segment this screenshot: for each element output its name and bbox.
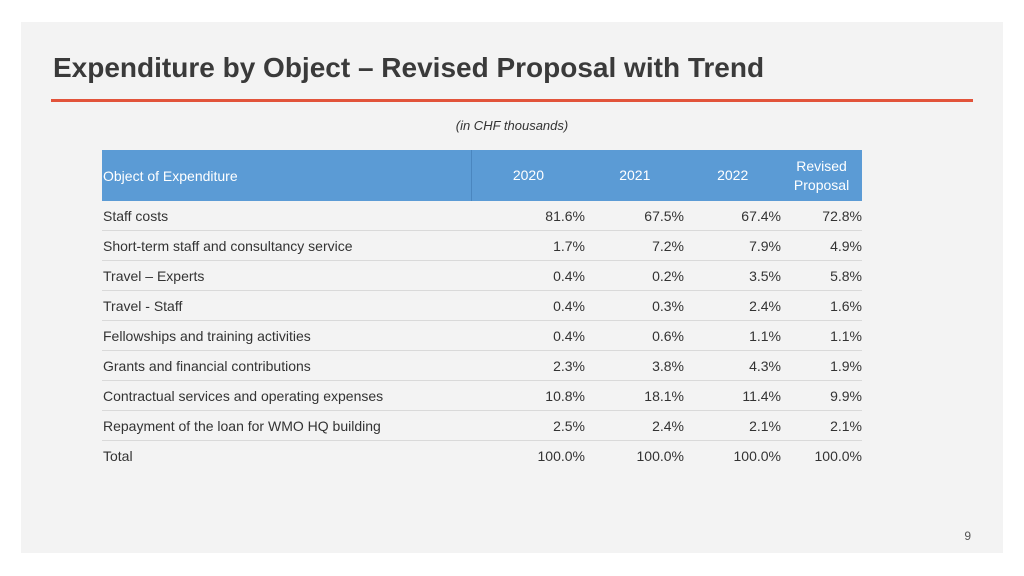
- value-2022-cell: 7.9%: [749, 238, 781, 254]
- value-2021-cell: 18.1%: [644, 388, 684, 404]
- title-divider: [51, 99, 973, 102]
- value-revised-cell: 4.9%: [830, 238, 862, 254]
- value-2022-cell: 1.1%: [749, 328, 781, 344]
- value-2021-cell: 0.2%: [652, 268, 684, 284]
- object-cell: Short-term staff and consultancy service: [103, 238, 353, 254]
- value-revised-cell: 1.6%: [830, 298, 862, 314]
- value-2020-cell: 1.7%: [553, 238, 585, 254]
- value-2022-cell: 3.5%: [749, 268, 781, 284]
- value-2020-cell: 100.0%: [537, 448, 585, 464]
- value-2020-cell: 0.4%: [553, 298, 585, 314]
- value-revised-cell: 100.0%: [814, 448, 862, 464]
- object-cell: Repayment of the loan for WMO HQ buildin…: [103, 418, 381, 434]
- value-2020-cell: 0.4%: [553, 268, 585, 284]
- page-number: 9: [964, 529, 971, 543]
- value-2022-cell: 4.3%: [749, 358, 781, 374]
- table-row: Repayment of the loan for WMO HQ buildin…: [102, 411, 862, 441]
- header-2022: 2022: [717, 167, 749, 183]
- slide: Expenditure by Object – Revised Proposal…: [21, 22, 1003, 553]
- value-2021-cell: 100.0%: [636, 448, 684, 464]
- header-object: Object of Expenditure: [102, 150, 472, 201]
- slide-subtitle: (in CHF thousands): [455, 118, 569, 133]
- object-cell: Grants and financial contributions: [103, 358, 311, 374]
- table-row: Short-term staff and consultancy service…: [102, 231, 862, 261]
- table-header: Object of Expenditure 2020 2021 2022 Rev…: [102, 150, 862, 201]
- value-2022-cell: 11.4%: [742, 388, 781, 404]
- value-2021-cell: 3.8%: [652, 358, 684, 374]
- value-2020-cell: 2.5%: [553, 418, 585, 434]
- value-revised-cell: 5.8%: [830, 268, 862, 284]
- header-revised-proposal-label: Revised Proposal: [793, 157, 850, 193]
- value-revised-cell: 9.9%: [830, 388, 862, 404]
- table-total-row: Total 100.0% 100.0% 100.0% 100.0%: [102, 441, 862, 470]
- table-row: Contractual services and operating expen…: [102, 381, 862, 411]
- object-cell: Total: [103, 448, 133, 464]
- value-2021-cell: 0.3%: [652, 298, 684, 314]
- object-cell: Travel – Experts: [103, 268, 205, 284]
- value-2021-cell: 0.6%: [652, 328, 684, 344]
- value-revised-cell: 1.1%: [830, 328, 862, 344]
- value-2022-cell: 2.1%: [749, 418, 781, 434]
- header-2020: 2020: [512, 167, 545, 183]
- value-2020-cell: 0.4%: [553, 328, 585, 344]
- table-row: Fellowships and training activities 0.4% 0…: [102, 321, 862, 351]
- value-2021-cell: 2.4%: [652, 418, 684, 434]
- object-cell: Staff costs: [103, 208, 169, 224]
- value-revised-cell: 1.9%: [830, 358, 862, 374]
- slide-title: Expenditure by Object – Revised Proposal…: [53, 52, 765, 83]
- value-2020-cell: 10.8%: [545, 388, 585, 404]
- value-2021-cell: 7.2%: [652, 238, 684, 254]
- value-2020-cell: 81.6%: [545, 208, 585, 224]
- table-row: Grants and financial contributions 2.3% 3.…: [102, 351, 862, 381]
- value-revised-cell: 2.1%: [830, 418, 862, 434]
- object-cell: Fellowships and training activities: [103, 328, 311, 344]
- header-revised-proposal: Revised Proposal: [781, 150, 862, 201]
- object-cell: Contractual services and operating expen…: [103, 388, 384, 404]
- value-2022-cell: 67.4%: [741, 208, 781, 224]
- object-cell: Travel - Staff: [103, 298, 183, 314]
- table-row: Travel - Staff 0.4% 0.3% 2.4% 1.6%: [102, 291, 862, 321]
- value-revised-cell: 72.8%: [822, 208, 862, 224]
- table-body: Staff costs 81.6% 67.5% 67.4% 72.8% Short-ter…: [102, 201, 862, 470]
- header-2021: 2021: [619, 167, 651, 183]
- table-row: Staff costs 81.6% 67.5% 67.4% 72.8%: [102, 201, 862, 231]
- value-2021-cell: 67.5%: [644, 208, 684, 224]
- value-2020-cell: 2.3%: [553, 358, 585, 374]
- value-2022-cell: 100.0%: [733, 448, 781, 464]
- value-2022-cell: 2.4%: [749, 298, 781, 314]
- expenditure-table: Object of Expenditure 2020 2021 2022 Rev…: [102, 150, 862, 470]
- table-row: Travel – Experts 0.4% 0.2% 3.5% 5.8%: [102, 261, 862, 291]
